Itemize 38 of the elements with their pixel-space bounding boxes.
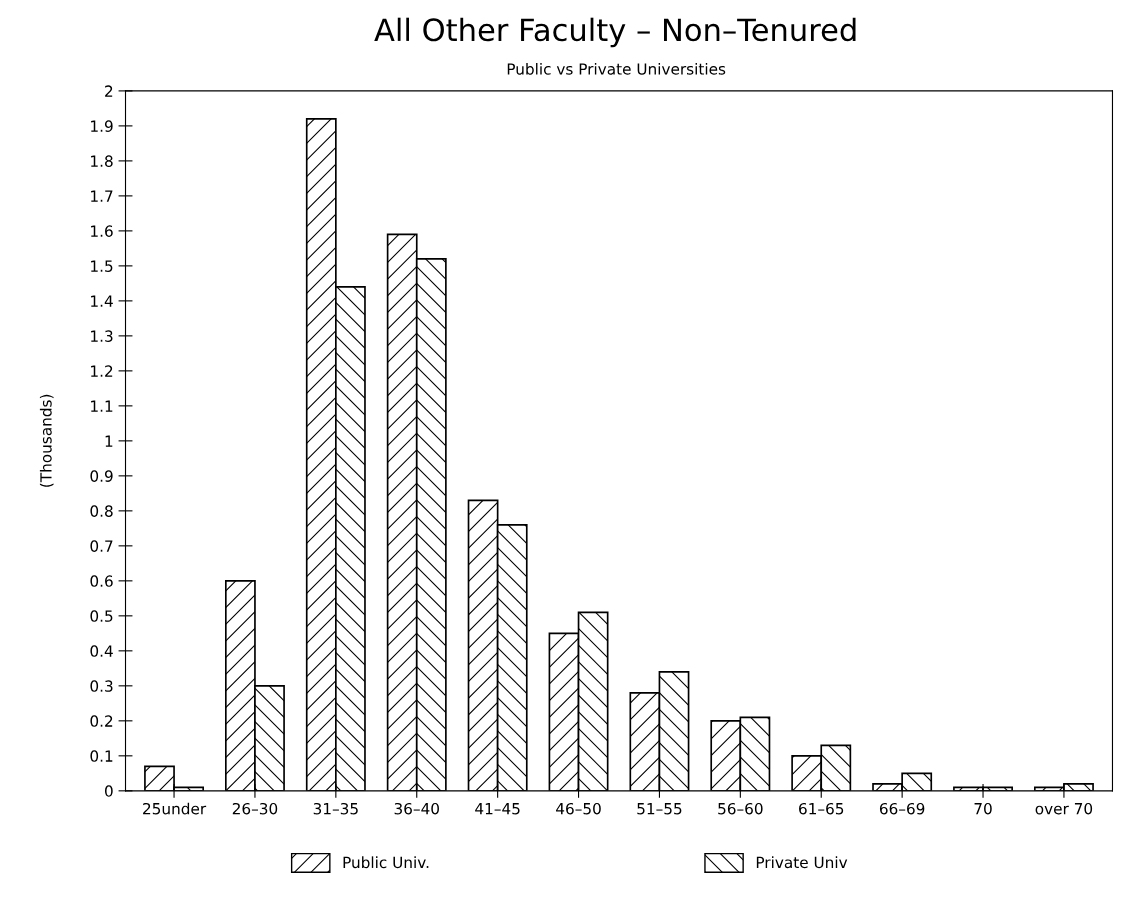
y-tick-label: 1.1 [91,400,113,412]
y-tick-label: 1.2 [91,365,113,377]
y-tick-label: 0 [104,785,113,797]
y-tick-label: 0.4 [90,645,113,657]
y-tick-label: 1.7 [91,190,113,202]
y-tick-label: 0.5 [90,610,113,622]
x-tick-label: 51–55 [637,803,682,815]
legend-label: Private Univ [756,856,848,869]
y-axis-title: (Thousands) [39,394,54,487]
y-tick-label: 1.3 [91,330,113,342]
x-tick-label: 61–65 [799,802,844,815]
y-tick-label: 1.4 [91,295,113,307]
y-tick-label: 0.8 [90,505,113,517]
x-tick-label: 56–60 [718,802,763,815]
legend-label: Public Univ. [343,856,429,869]
y-tick-label: 0.2 [90,715,113,727]
y-tick-label: 1 [105,435,113,447]
x-tick-label: 25under [143,802,207,815]
y-tick-label: 1.9 [91,120,113,132]
y-tick-label: 0.1 [90,750,113,762]
y-tick-label: 0.3 [90,680,113,692]
x-tick-label: 70 [974,802,992,815]
x-tick-label: 46–50 [556,802,601,815]
x-tick-label: 66–69 [879,802,925,815]
x-tick-label: 41–45 [475,803,520,815]
y-tick-label: 0.7 [90,540,113,552]
y-tick-label: 0.9 [90,470,113,482]
chart-subtitle: Public vs Private Universities [507,62,726,75]
y-tick-label: 1.5 [91,260,113,272]
y-tick-label: 0.6 [90,575,113,587]
y-tick-label: 1.8 [91,155,113,167]
y-tick-label: 2 [105,85,113,97]
y-tick-label: 1.6 [91,225,113,237]
x-tick-label: 36–40 [394,802,439,815]
chart-title: All Other Faculty – Non–Tenured [374,17,856,48]
x-tick-label: over 70 [1035,802,1093,815]
x-tick-label: 31–35 [313,802,358,815]
x-tick-label: 26–30 [232,802,278,815]
